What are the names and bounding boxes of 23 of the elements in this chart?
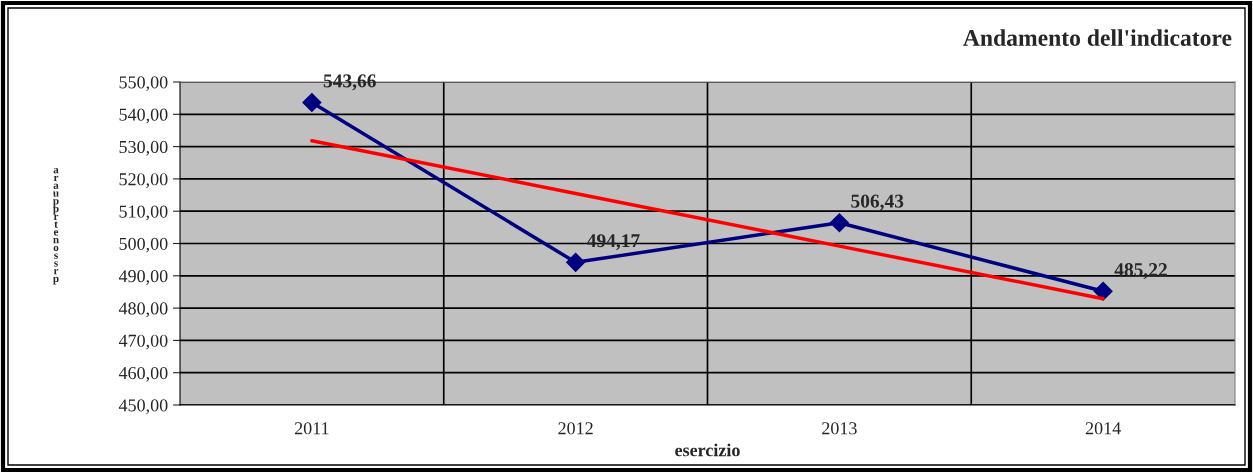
y-tick-label: 540,00 (119, 108, 168, 124)
y-tick-label: 480,00 (118, 302, 168, 318)
point (829, 213, 849, 233)
point (1093, 281, 1113, 301)
x-axis-title: esercizio (675, 443, 740, 457)
y-tick-label: 530,00 (119, 140, 168, 156)
y-tick-label: 470,00 (118, 334, 168, 350)
x-tick-label: 2011 (294, 422, 329, 435)
data-label: 506,43 (851, 194, 904, 211)
y-tick-label: 550,00 (119, 76, 168, 92)
y-tick-label: 520,00 (119, 173, 168, 188)
x-tick-label: 2012 (558, 422, 593, 435)
y-tick-label: 490,00 (118, 270, 168, 285)
y-tick-label: 450,00 (118, 399, 168, 415)
chart-title: Andamento dell'indicatore (963, 29, 1232, 46)
x-tick-label: 2014 (1085, 422, 1121, 435)
x-tick-label: 2013 (822, 422, 857, 435)
y-tick-label: 500,00 (119, 237, 168, 253)
y-tick-label: 460,00 (118, 366, 168, 382)
text: araupprtenossrp (53, 168, 59, 285)
y-tick-label: 510,00 (119, 205, 168, 221)
point (566, 252, 586, 272)
point (302, 92, 322, 113)
